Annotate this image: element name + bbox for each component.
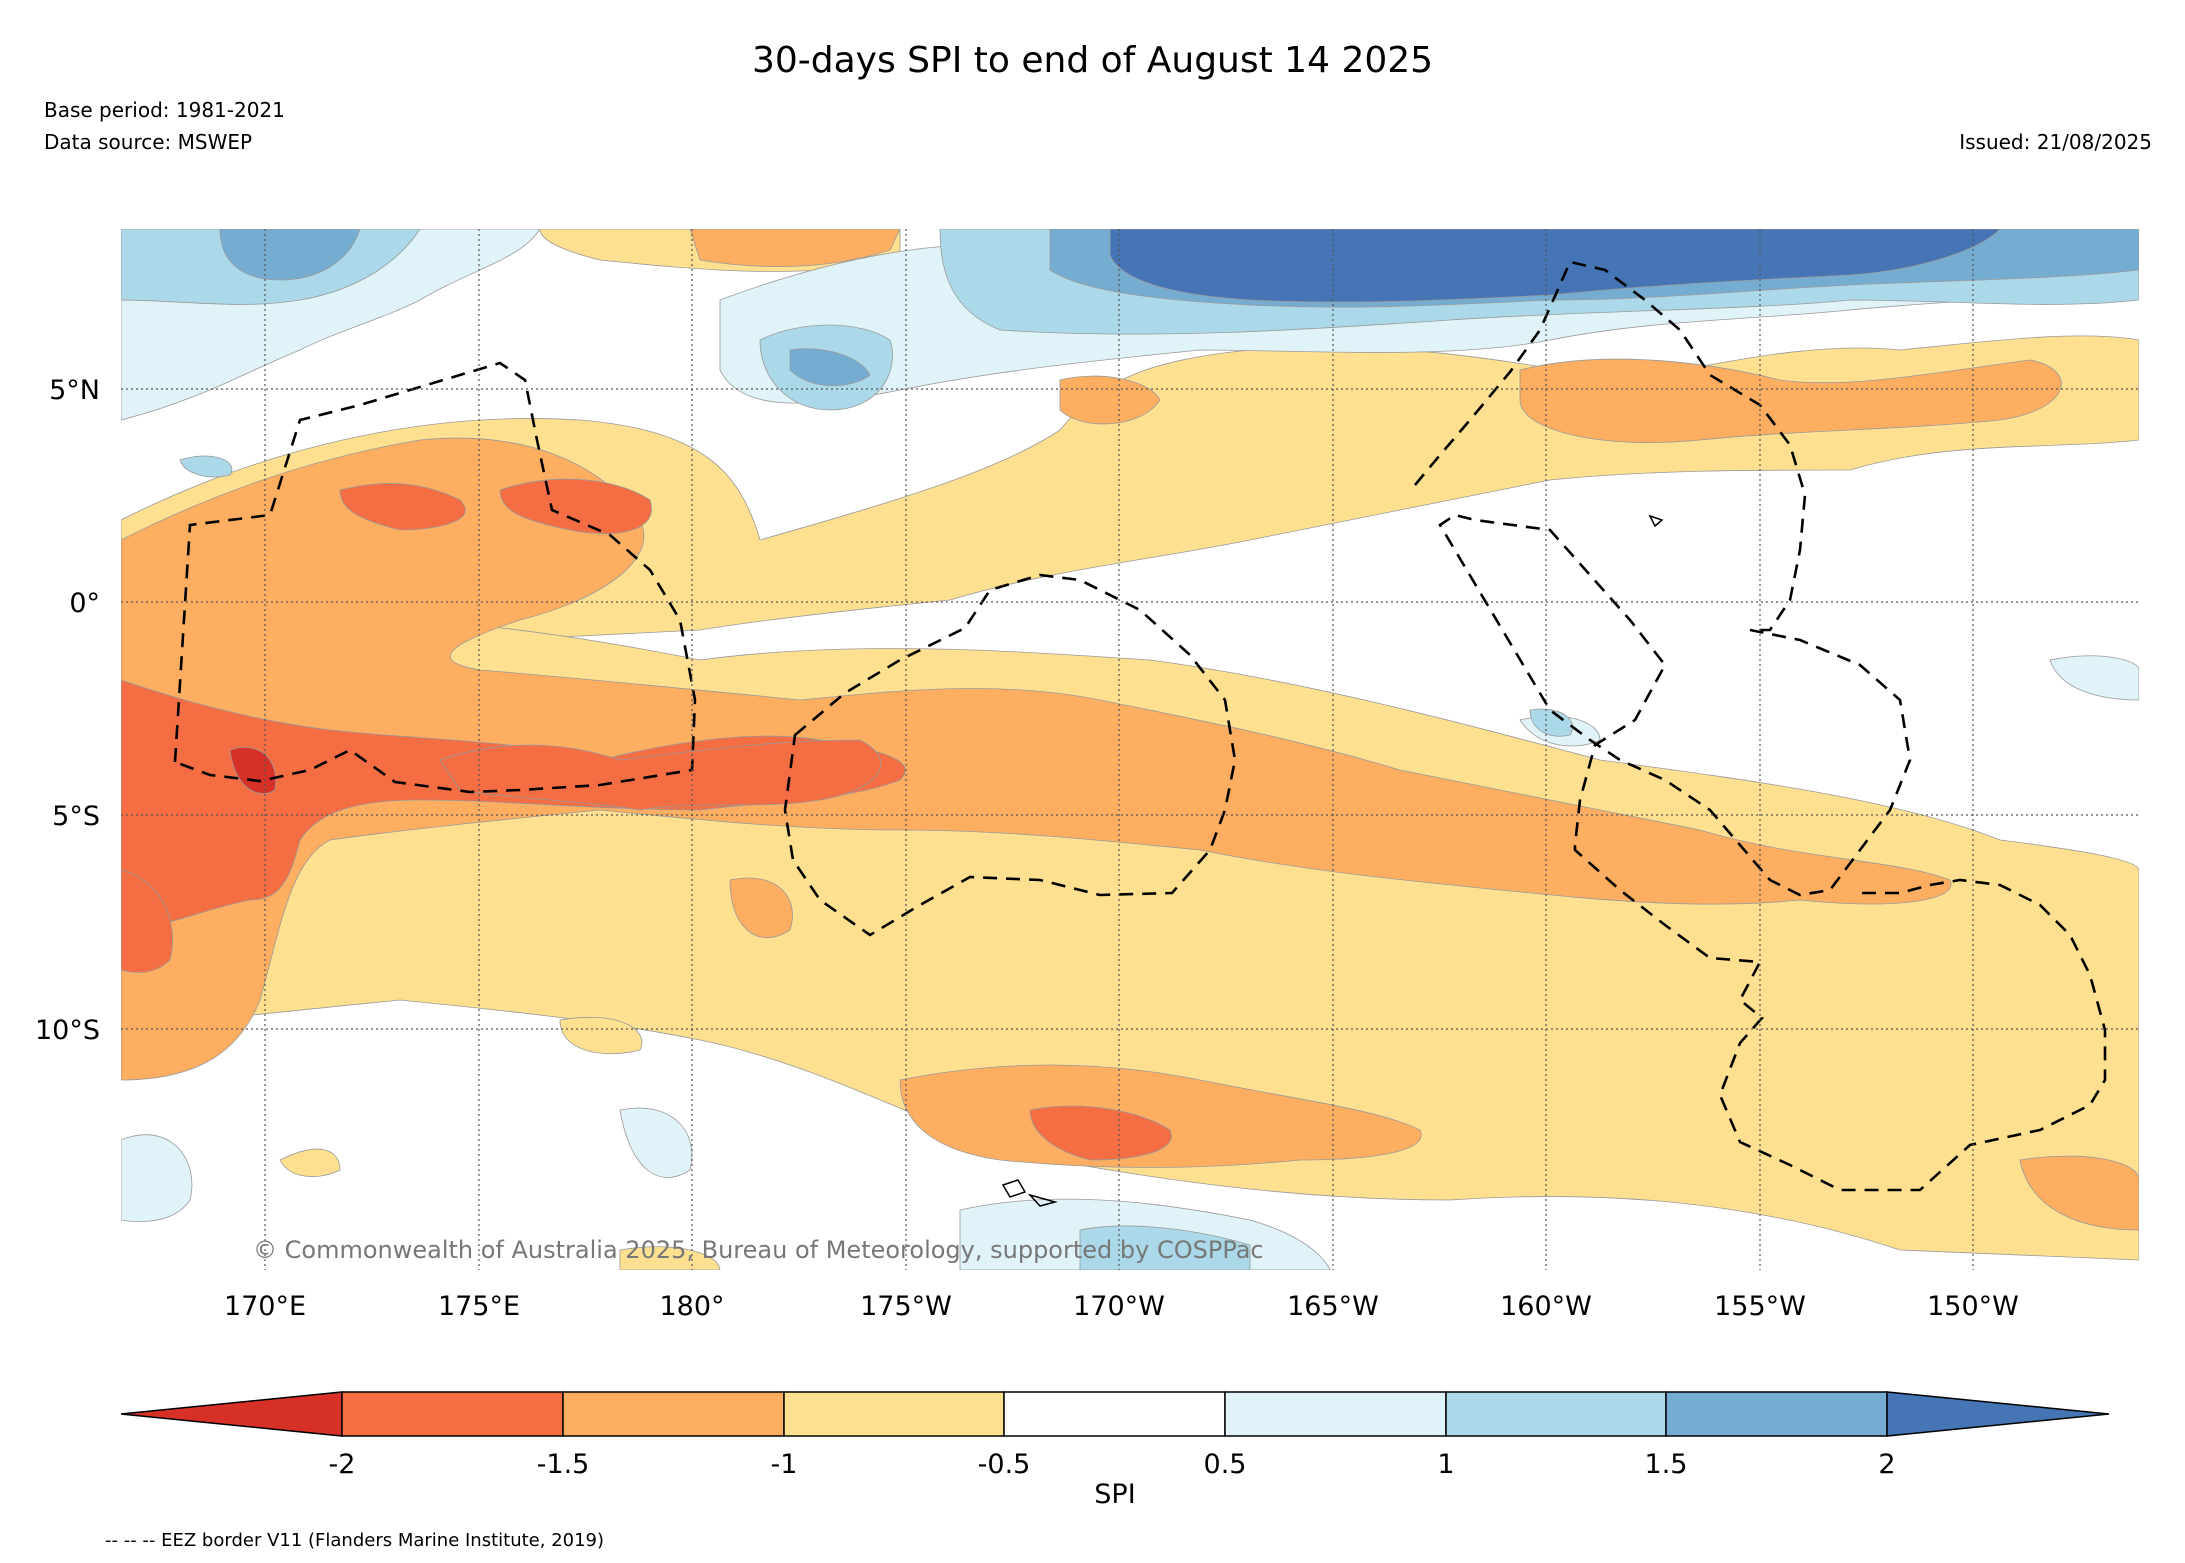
wet-light-sw [121,1134,193,1222]
wet-mid-patch [179,455,233,478]
island [1648,514,1664,528]
colorbar-swatch [783,1391,1005,1437]
colorbar-swatch [1445,1391,1667,1437]
red-band-west [121,679,906,931]
orange-band-main [121,437,1952,1081]
lat-label-0: 0° [69,588,100,619]
colorbar-tick: 0.5 [1204,1449,1247,1480]
orange-patch [1059,375,1161,425]
colorbar-tick: -2 [329,1449,356,1480]
lon-label-170w: 170°W [1073,1291,1165,1322]
map-panel: © Commonwealth of Australia 2025, Bureau… [121,229,2139,1270]
copyright-text: © Commonwealth of Australia 2025, Bureau… [253,1236,1264,1264]
colorbar-swatch [341,1391,564,1437]
dry-patch [619,1246,721,1270]
red-band-central [439,739,882,811]
issued-date: Issued: 21/08/2025 [1959,130,2152,154]
wet-extreme-north [1109,229,2001,303]
island [1027,1193,1058,1207]
red-patch-west [121,869,173,973]
darkred-patch [229,747,277,794]
lon-label-155w: 155°W [1714,1291,1806,1322]
spi-class-exceptionally-dry [229,747,277,794]
spi-class-exceptionally-wet [1109,229,2001,303]
colorbar-tick: -1 [771,1449,798,1480]
eez-border-gilbert [173,361,697,794]
lon-label-180: 180° [659,1291,724,1322]
colorbar-tick: 2 [1878,1449,1895,1480]
eez-border-phoenix [783,573,1237,937]
lon-label-175w: 175°W [860,1291,952,1322]
lon-label-170e: 170°E [224,1291,306,1322]
colorbar-tick: -0.5 [978,1449,1031,1480]
islands [1001,514,1664,1207]
lat-label-5n: 5°N [49,375,100,406]
lat-label-5s: 5°S [52,801,100,832]
eez-border-line-islands [1414,260,2107,1192]
base-period: Base period: 1981-2021 [44,98,285,122]
lon-label-160w: 160°W [1500,1291,1592,1322]
wet-strong-nw [219,229,361,281]
eez-legend-note: -- -- -- EEZ border V11 (Flanders Marine… [105,1530,605,1551]
colorbar-swatch [1665,1391,1888,1437]
lon-label-165w: 165°W [1287,1291,1379,1322]
colorbar-tick: 1 [1437,1449,1454,1480]
colorbar-swatch [1003,1391,1226,1437]
spi-class-severely-dry [121,229,2139,1231]
orange-patch [729,877,793,939]
lat-label-10s: 10°S [35,1015,100,1046]
spi-class-extremely-dry [121,478,1172,1161]
orange-band-south [899,1064,1422,1168]
eez-borders [173,260,2107,1192]
latitude-labels: 5°N 0° 5°S 10°S [35,375,100,1046]
orange-patch-top [689,229,901,267]
colorbar [120,1391,2110,1437]
colorbar-extend-low [120,1391,343,1437]
wet-strong-patch [789,348,871,387]
colorbar-ticks: -2 -1.5 -1 -0.5 0.5 1 1.5 2 SPI [329,1449,1896,1510]
colorbar-swatch [1224,1391,1447,1437]
map-title: 30-days SPI to end of August 14 2025 [751,40,1434,81]
colorbar-swatch [562,1391,785,1437]
lon-label-175e: 175°E [438,1291,520,1322]
orange-band-north [1519,358,2062,443]
data-source: Data source: MSWEP [44,130,253,154]
dry-patch [279,1148,341,1177]
island [1001,1179,1027,1198]
longitude-labels: 170°E 175°E 180° 175°W 170°W 165°W 160°W… [224,1291,2019,1322]
lon-label-150w: 150°W [1927,1291,2019,1322]
colorbar-tick: 1.5 [1645,1449,1688,1480]
orange-patch [2019,1155,2139,1231]
colorbar-tick: -1.5 [537,1449,590,1480]
red-patch [339,483,466,531]
wet-light-patch [2049,655,2139,701]
colorbar-extend-high [1886,1391,2110,1437]
wet-mid-patch [1529,708,1573,737]
wet-light-patch [619,1107,693,1178]
dry-patch [559,1016,643,1055]
red-patch-south [1029,1105,1172,1161]
red-patch [499,478,652,535]
wet-mid-south [1079,1225,1251,1270]
graticule [121,229,2139,1270]
colorbar-label: SPI [1094,1479,1135,1510]
